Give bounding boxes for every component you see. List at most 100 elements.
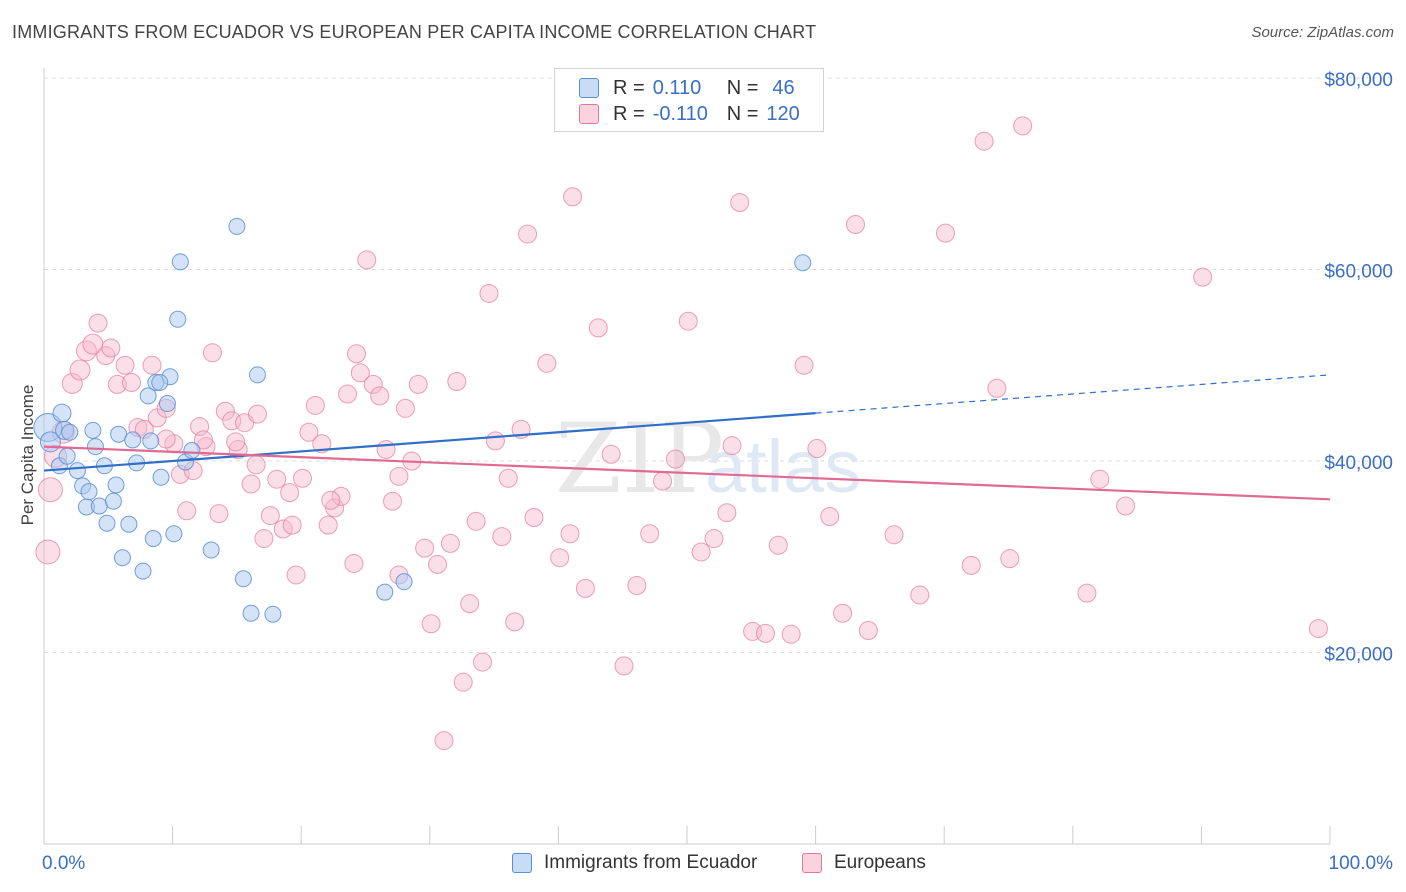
x-tick-label: 0.0% — [42, 853, 85, 874]
data-point-europeans — [479, 283, 499, 303]
data-point-europeans — [1000, 549, 1020, 569]
watermark: ZIP atlas — [555, 403, 861, 515]
trend-line-ecuador — [43, 412, 816, 472]
data-point-europeans — [820, 507, 840, 527]
legend-item-europeans[interactable]: Europeans — [802, 852, 926, 874]
data-point-europeans — [653, 471, 673, 491]
data-point-europeans — [241, 474, 261, 494]
data-point-europeans — [498, 468, 518, 488]
data-point-ecuador — [104, 492, 122, 510]
data-point-europeans — [440, 533, 460, 553]
data-point-europeans — [1013, 116, 1033, 136]
series-europeans-points — [35, 116, 1328, 751]
data-point-europeans — [434, 731, 454, 751]
data-point-ecuador — [134, 562, 152, 580]
data-point-europeans — [421, 614, 441, 634]
data-point-ecuador — [124, 431, 142, 449]
data-point-europeans — [588, 318, 608, 338]
legend-label-ecuador: Immigrants from Ecuador — [544, 852, 758, 873]
data-point-europeans — [640, 524, 660, 544]
data-point-ecuador — [264, 605, 282, 623]
chart-title: IMMIGRANTS FROM ECUADOR VS EUROPEAN PER … — [12, 22, 817, 42]
data-point-europeans — [961, 555, 981, 575]
data-point-europeans — [350, 363, 370, 383]
data-point-europeans — [337, 384, 357, 404]
data-point-ecuador — [165, 525, 183, 543]
data-point-ecuador — [395, 573, 413, 591]
data-point-ecuador — [80, 483, 98, 501]
data-point-europeans — [331, 486, 351, 506]
data-point-ecuador — [151, 373, 169, 391]
y-tick-label: $40,000 — [1324, 453, 1393, 474]
data-point-europeans — [794, 355, 814, 375]
data-point-ecuador — [248, 366, 266, 384]
data-point-europeans — [987, 378, 1007, 398]
data-point-europeans — [755, 623, 775, 643]
data-point-europeans — [910, 585, 930, 605]
data-point-europeans — [321, 490, 341, 510]
data-point-europeans — [267, 469, 287, 489]
data-point-europeans — [473, 652, 493, 672]
data-point-europeans — [505, 612, 525, 632]
watermark-atlas: atlas — [705, 425, 861, 508]
legend-n-value: 120 — [766, 102, 800, 125]
data-point-europeans — [226, 432, 246, 452]
legend-swatch-blue — [512, 853, 532, 873]
data-point-europeans — [69, 359, 91, 381]
y-tick-label: $20,000 — [1324, 645, 1393, 666]
data-point-europeans — [246, 455, 266, 475]
data-point-europeans — [37, 477, 63, 503]
data-point-europeans — [974, 131, 994, 151]
data-point-europeans — [286, 565, 306, 585]
data-point-ecuador — [84, 421, 102, 439]
legend-r-value: 0.110 — [652, 76, 702, 99]
data-point-europeans — [537, 353, 557, 373]
data-point-ecuador — [171, 253, 189, 271]
data-point-europeans — [395, 398, 415, 418]
data-point-ecuador — [139, 387, 157, 405]
data-point-ecuador — [144, 530, 162, 548]
data-point-ecuador — [86, 438, 104, 456]
data-point-europeans — [665, 449, 685, 469]
data-point-europeans — [627, 575, 647, 595]
axis-layer — [43, 68, 1331, 845]
data-point-ecuador — [794, 254, 812, 272]
source-credit: Source: ZipAtlas.com — [1251, 24, 1394, 41]
data-point-europeans — [193, 430, 213, 450]
data-point-europeans — [260, 506, 280, 526]
data-point-ecuador — [120, 515, 138, 533]
data-point-europeans — [614, 656, 634, 676]
data-point-europeans — [346, 344, 366, 364]
data-point-europeans — [717, 503, 737, 523]
data-point-ecuador — [61, 423, 79, 441]
data-point-europeans — [282, 515, 302, 535]
legend-r-value: -0.110 — [652, 102, 708, 125]
data-point-ecuador — [90, 497, 108, 515]
data-point-europeans — [730, 192, 750, 212]
data-point-ecuador — [169, 310, 187, 328]
data-point-europeans — [61, 372, 83, 394]
data-point-ecuador — [98, 514, 116, 532]
data-point-europeans — [858, 620, 878, 640]
data-point-europeans — [845, 214, 865, 234]
legend-n-label: N = — [726, 102, 759, 125]
watermark-zip: ZIP — [555, 403, 724, 515]
data-point-europeans — [560, 524, 580, 544]
data-point-europeans — [884, 525, 904, 545]
data-point-europeans — [768, 535, 788, 555]
data-point-europeans — [88, 313, 108, 333]
data-point-europeans — [722, 436, 742, 456]
legend-item-ecuador[interactable]: Immigrants from Ecuador — [512, 852, 757, 874]
data-point-europeans — [299, 422, 319, 442]
data-point-europeans — [177, 501, 197, 521]
data-point-europeans — [807, 439, 827, 459]
y-tick-label: $60,000 — [1324, 262, 1393, 283]
trend-line-ecuador-projection — [815, 374, 1331, 414]
data-point-europeans — [601, 444, 621, 464]
data-point-europeans — [156, 429, 176, 449]
legend-r-label: R = — [613, 76, 645, 99]
data-point-europeans — [1090, 469, 1110, 489]
data-point-europeans — [344, 553, 364, 573]
legend-row-europeans: R = -0.110 N = 120 — [579, 101, 800, 127]
x-tick-label: 100.0% — [1329, 853, 1394, 874]
